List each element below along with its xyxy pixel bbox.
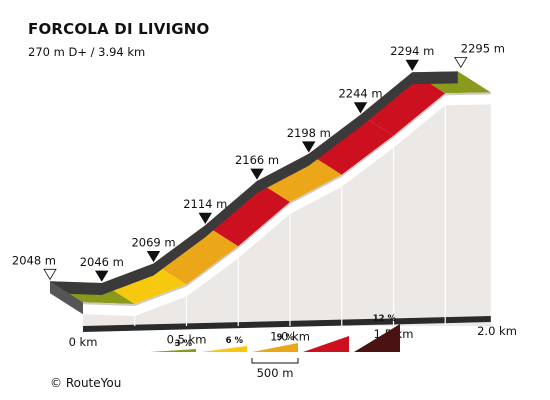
elevation-marker (198, 212, 212, 224)
legend-scale-bracket (251, 358, 299, 364)
x-tick-label: 0.5 km (167, 332, 207, 346)
elevation-marker (146, 251, 161, 263)
elevation-label: 2114 m (183, 197, 227, 211)
legend-swatch (252, 343, 298, 352)
elevation-label: 2069 m (131, 235, 175, 249)
start-elevation-label: 2048 m (12, 253, 56, 267)
gradient-segment (308, 114, 394, 175)
legend-label: 12 % (373, 314, 397, 324)
elevation-label: 2198 m (287, 126, 331, 140)
elevation-marker (353, 102, 368, 114)
legend-swatch (303, 336, 349, 352)
end-elevation-label: 2295 m (461, 41, 505, 55)
legend-swatch (354, 324, 400, 352)
ground-strip (83, 316, 491, 332)
chart-title: FORCOLA DI LIVIGNO (28, 20, 210, 38)
elevation-label: 2244 m (338, 87, 382, 101)
elevation-label: 2046 m (80, 255, 124, 269)
legend-swatch (201, 346, 247, 352)
elevation-label: 2294 m (390, 44, 434, 58)
legend-swatch (150, 349, 196, 352)
elevation-marker (250, 168, 264, 180)
gradient-segment (101, 263, 187, 304)
elevation-marker (405, 59, 419, 71)
copyright-text: © RouteYou (50, 376, 122, 390)
start-elevation-marker (43, 268, 57, 281)
elevation-marker (95, 270, 109, 282)
legend-label: 3 % (175, 339, 193, 349)
x-tick-label: 2.0 km (477, 324, 517, 338)
gradient-segment (257, 153, 342, 202)
gradient-segment (153, 225, 239, 285)
chart-subtitle: 270 m D+ / 3.94 km (28, 45, 146, 59)
x-tick-label: 0 km (69, 335, 98, 349)
legend-scale-label: 500 m (257, 366, 294, 380)
x-tick-label: 1.0 km (270, 330, 310, 344)
profile-start-cap (50, 281, 83, 315)
profile-wall (83, 104, 491, 326)
elevation-label: 2166 m (235, 153, 279, 167)
end-elevation-marker (454, 56, 468, 69)
gradient-segment (205, 181, 290, 247)
legend-label: 9 % (277, 333, 295, 343)
elevation-marker (302, 141, 316, 153)
profile-front-edge (50, 71, 458, 295)
gradient-segment (360, 72, 446, 136)
legend-label: 6 % (226, 336, 244, 346)
